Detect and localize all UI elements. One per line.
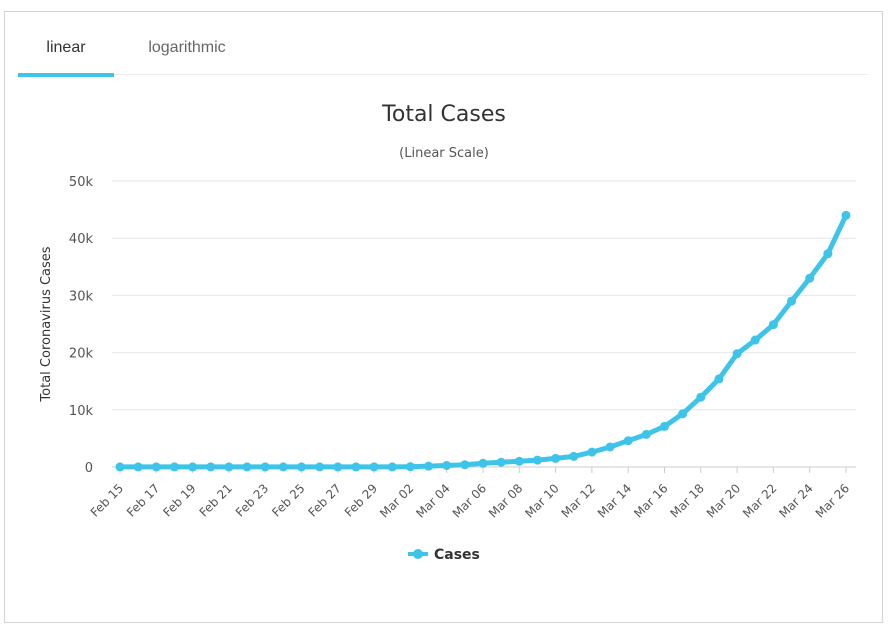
x-tick-label: Mar 18 bbox=[668, 481, 707, 520]
grid bbox=[112, 180, 856, 468]
legend-label: Cases bbox=[434, 547, 480, 563]
data-point[interactable] bbox=[405, 462, 415, 472]
data-point[interactable] bbox=[768, 320, 778, 330]
data-point[interactable] bbox=[387, 462, 397, 472]
x-tick-label: Feb 25 bbox=[269, 481, 307, 519]
chart-title: Total Cases bbox=[381, 102, 506, 127]
data-point[interactable] bbox=[532, 455, 542, 465]
y-tick-label: 20k bbox=[69, 347, 94, 362]
data-point[interactable] bbox=[641, 429, 651, 439]
data-point[interactable] bbox=[297, 462, 306, 472]
data-point[interactable] bbox=[660, 421, 669, 431]
data-point[interactable] bbox=[188, 462, 198, 472]
series-cases bbox=[115, 210, 851, 472]
legend[interactable]: Cases bbox=[408, 547, 480, 563]
x-tick-label: Mar 24 bbox=[776, 481, 815, 520]
data-point[interactable] bbox=[678, 409, 688, 419]
x-tick-label: Feb 15 bbox=[88, 481, 126, 519]
data-point[interactable] bbox=[750, 335, 760, 345]
x-tick-label: Mar 02 bbox=[377, 481, 416, 520]
data-point[interactable] bbox=[206, 462, 216, 472]
data-point[interactable] bbox=[787, 296, 797, 306]
legend-marker bbox=[413, 549, 423, 559]
data-point[interactable] bbox=[714, 374, 724, 384]
data-point[interactable] bbox=[569, 451, 579, 461]
data-point[interactable] bbox=[696, 392, 706, 402]
scale-tabs: linear logarithmic bbox=[18, 28, 868, 77]
chart-subtitle: (Linear Scale) bbox=[399, 146, 489, 161]
data-point[interactable] bbox=[369, 462, 379, 472]
data-point[interactable] bbox=[151, 462, 161, 472]
data-point[interactable] bbox=[496, 457, 506, 467]
x-tick-label: Mar 10 bbox=[522, 481, 561, 520]
y-axis-label: Total Coronavirus Cases bbox=[39, 246, 54, 402]
tab-linear[interactable]: linear bbox=[18, 28, 114, 77]
tab-logarithmic[interactable]: logarithmic bbox=[148, 39, 226, 56]
data-point[interactable] bbox=[169, 462, 179, 472]
chart-card bbox=[4, 11, 883, 623]
data-point[interactable] bbox=[333, 462, 343, 472]
x-tick-label: Mar 12 bbox=[559, 481, 598, 520]
data-point[interactable] bbox=[224, 462, 234, 472]
data-point[interactable] bbox=[278, 462, 288, 472]
y-tick-label: 50k bbox=[69, 175, 94, 190]
data-point[interactable] bbox=[551, 453, 561, 463]
y-axis: 0 10k 20k 30k 40k 50k bbox=[69, 175, 94, 476]
y-tick-label: 40k bbox=[69, 232, 94, 247]
data-point[interactable] bbox=[115, 462, 125, 472]
data-point[interactable] bbox=[242, 462, 252, 472]
data-point[interactable] bbox=[605, 442, 615, 452]
x-tick-label: Feb 19 bbox=[160, 481, 198, 519]
data-point[interactable] bbox=[823, 249, 833, 259]
data-point[interactable] bbox=[841, 210, 851, 220]
data-point[interactable] bbox=[732, 349, 742, 359]
x-tick-label: Feb 23 bbox=[233, 481, 271, 519]
x-tick-label: Mar 08 bbox=[486, 481, 525, 520]
x-tick-label: Feb 29 bbox=[342, 481, 380, 519]
data-point[interactable] bbox=[460, 460, 470, 470]
data-point[interactable] bbox=[351, 462, 361, 472]
data-point[interactable] bbox=[587, 447, 597, 457]
x-tick-label: Feb 17 bbox=[124, 481, 162, 519]
data-point[interactable] bbox=[442, 460, 452, 470]
x-tick-label: Mar 16 bbox=[631, 481, 670, 520]
y-tick-label: 30k bbox=[69, 289, 94, 304]
data-point[interactable] bbox=[424, 461, 434, 471]
x-tick-label: Feb 21 bbox=[197, 481, 235, 519]
y-tick-label: 10k bbox=[69, 404, 94, 419]
data-point[interactable] bbox=[514, 456, 524, 466]
data-point[interactable] bbox=[623, 436, 633, 446]
x-tick-label: Mar 14 bbox=[595, 481, 634, 520]
x-tick-label: Feb 27 bbox=[305, 481, 343, 519]
x-tick-label: Mar 22 bbox=[740, 481, 779, 520]
x-tick-label: Mar 26 bbox=[813, 481, 852, 520]
data-point[interactable] bbox=[478, 458, 488, 468]
x-tick-label: Mar 06 bbox=[450, 481, 489, 520]
x-tick-label: Mar 04 bbox=[413, 481, 452, 520]
data-point[interactable] bbox=[805, 273, 815, 283]
data-point[interactable] bbox=[315, 462, 325, 472]
data-point[interactable] bbox=[260, 462, 270, 472]
x-tick-label: Mar 20 bbox=[704, 481, 743, 520]
series-line bbox=[117, 212, 849, 470]
data-point[interactable] bbox=[133, 462, 143, 472]
y-tick-label: 0 bbox=[85, 461, 93, 476]
